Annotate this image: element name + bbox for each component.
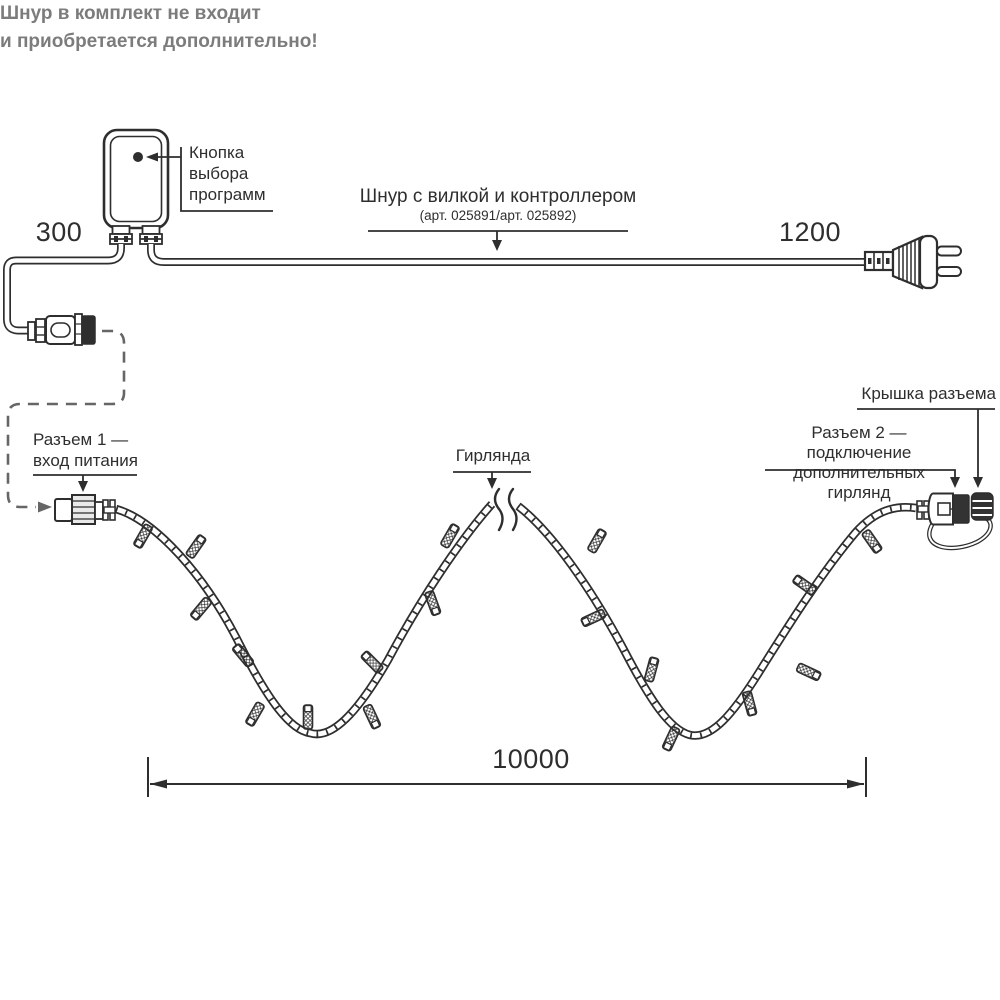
- dashed-cord-path: [6, 329, 126, 509]
- extension-connector: [916, 492, 994, 551]
- connector1-label: Разъем 1 — вход питания: [33, 429, 163, 471]
- lamp: [440, 523, 460, 549]
- connector1-label-line2: вход питания: [33, 451, 138, 470]
- cord-not-included-note: Шнур в комплект не входит и приобретаетс…: [0, 0, 320, 56]
- lamp: [792, 574, 817, 596]
- lamp: [190, 596, 212, 621]
- connector2-label: Разъем 2 — подключение дополнительных ги…: [760, 423, 958, 503]
- lamp: [133, 523, 153, 549]
- power-plug: [863, 234, 962, 290]
- lamp: [795, 662, 822, 682]
- lamp: [643, 656, 660, 683]
- lamp: [861, 529, 883, 554]
- dimension-garland-length: 10000: [492, 744, 570, 774]
- left-power-cord: [2, 244, 125, 335]
- connector-cap-label: Крышка разъема: [861, 384, 996, 403]
- lamp: [245, 701, 265, 727]
- garland-input-connector: [54, 494, 116, 525]
- lamp: [360, 650, 384, 674]
- plug-prong: [936, 245, 962, 257]
- break-marks: [493, 487, 518, 532]
- connector2-label-line1: Разъем 2 — подключение: [806, 423, 912, 462]
- garland-lamps: [133, 523, 883, 752]
- dimension-line-10000: [147, 757, 867, 797]
- connector2-label-line2: дополнительных гирлянд: [793, 463, 925, 502]
- cord-label: Шнур с вилкой и контроллером: [359, 186, 637, 207]
- note-line-2: и приобретается дополнительно!: [0, 31, 318, 52]
- dimension-left-cord: 300: [35, 217, 83, 247]
- lamp: [741, 690, 758, 717]
- lamp: [580, 608, 607, 628]
- leader-lines: [33, 147, 995, 492]
- program-button-label: Кнопка выбора программ: [189, 143, 266, 204]
- lamp: [232, 643, 254, 668]
- dashed-arrowhead: [38, 501, 52, 513]
- note-line-1: Шнур в комплект не входит: [0, 3, 261, 24]
- cable-gland: [109, 225, 163, 245]
- lamp: [302, 704, 314, 730]
- dimension-right-cord: 1200: [778, 217, 842, 247]
- connector1-label-line1: Разъем 1 —: [33, 430, 129, 449]
- plug-prong: [936, 266, 962, 277]
- garland-label: Гирлянда: [455, 446, 531, 465]
- program-button: [133, 152, 143, 162]
- power-input-connector: [27, 313, 96, 346]
- cord-sku-label: (арт. 025891/арт. 025892): [419, 208, 577, 223]
- lamp: [661, 725, 681, 752]
- controller-box: [102, 128, 170, 245]
- plug-cord: [147, 244, 866, 266]
- connector-cap: [970, 492, 994, 521]
- garland-wire: [114, 501, 917, 740]
- lamp: [362, 703, 382, 730]
- lamp: [185, 534, 207, 559]
- lamp: [587, 528, 607, 554]
- lamp: [424, 590, 442, 617]
